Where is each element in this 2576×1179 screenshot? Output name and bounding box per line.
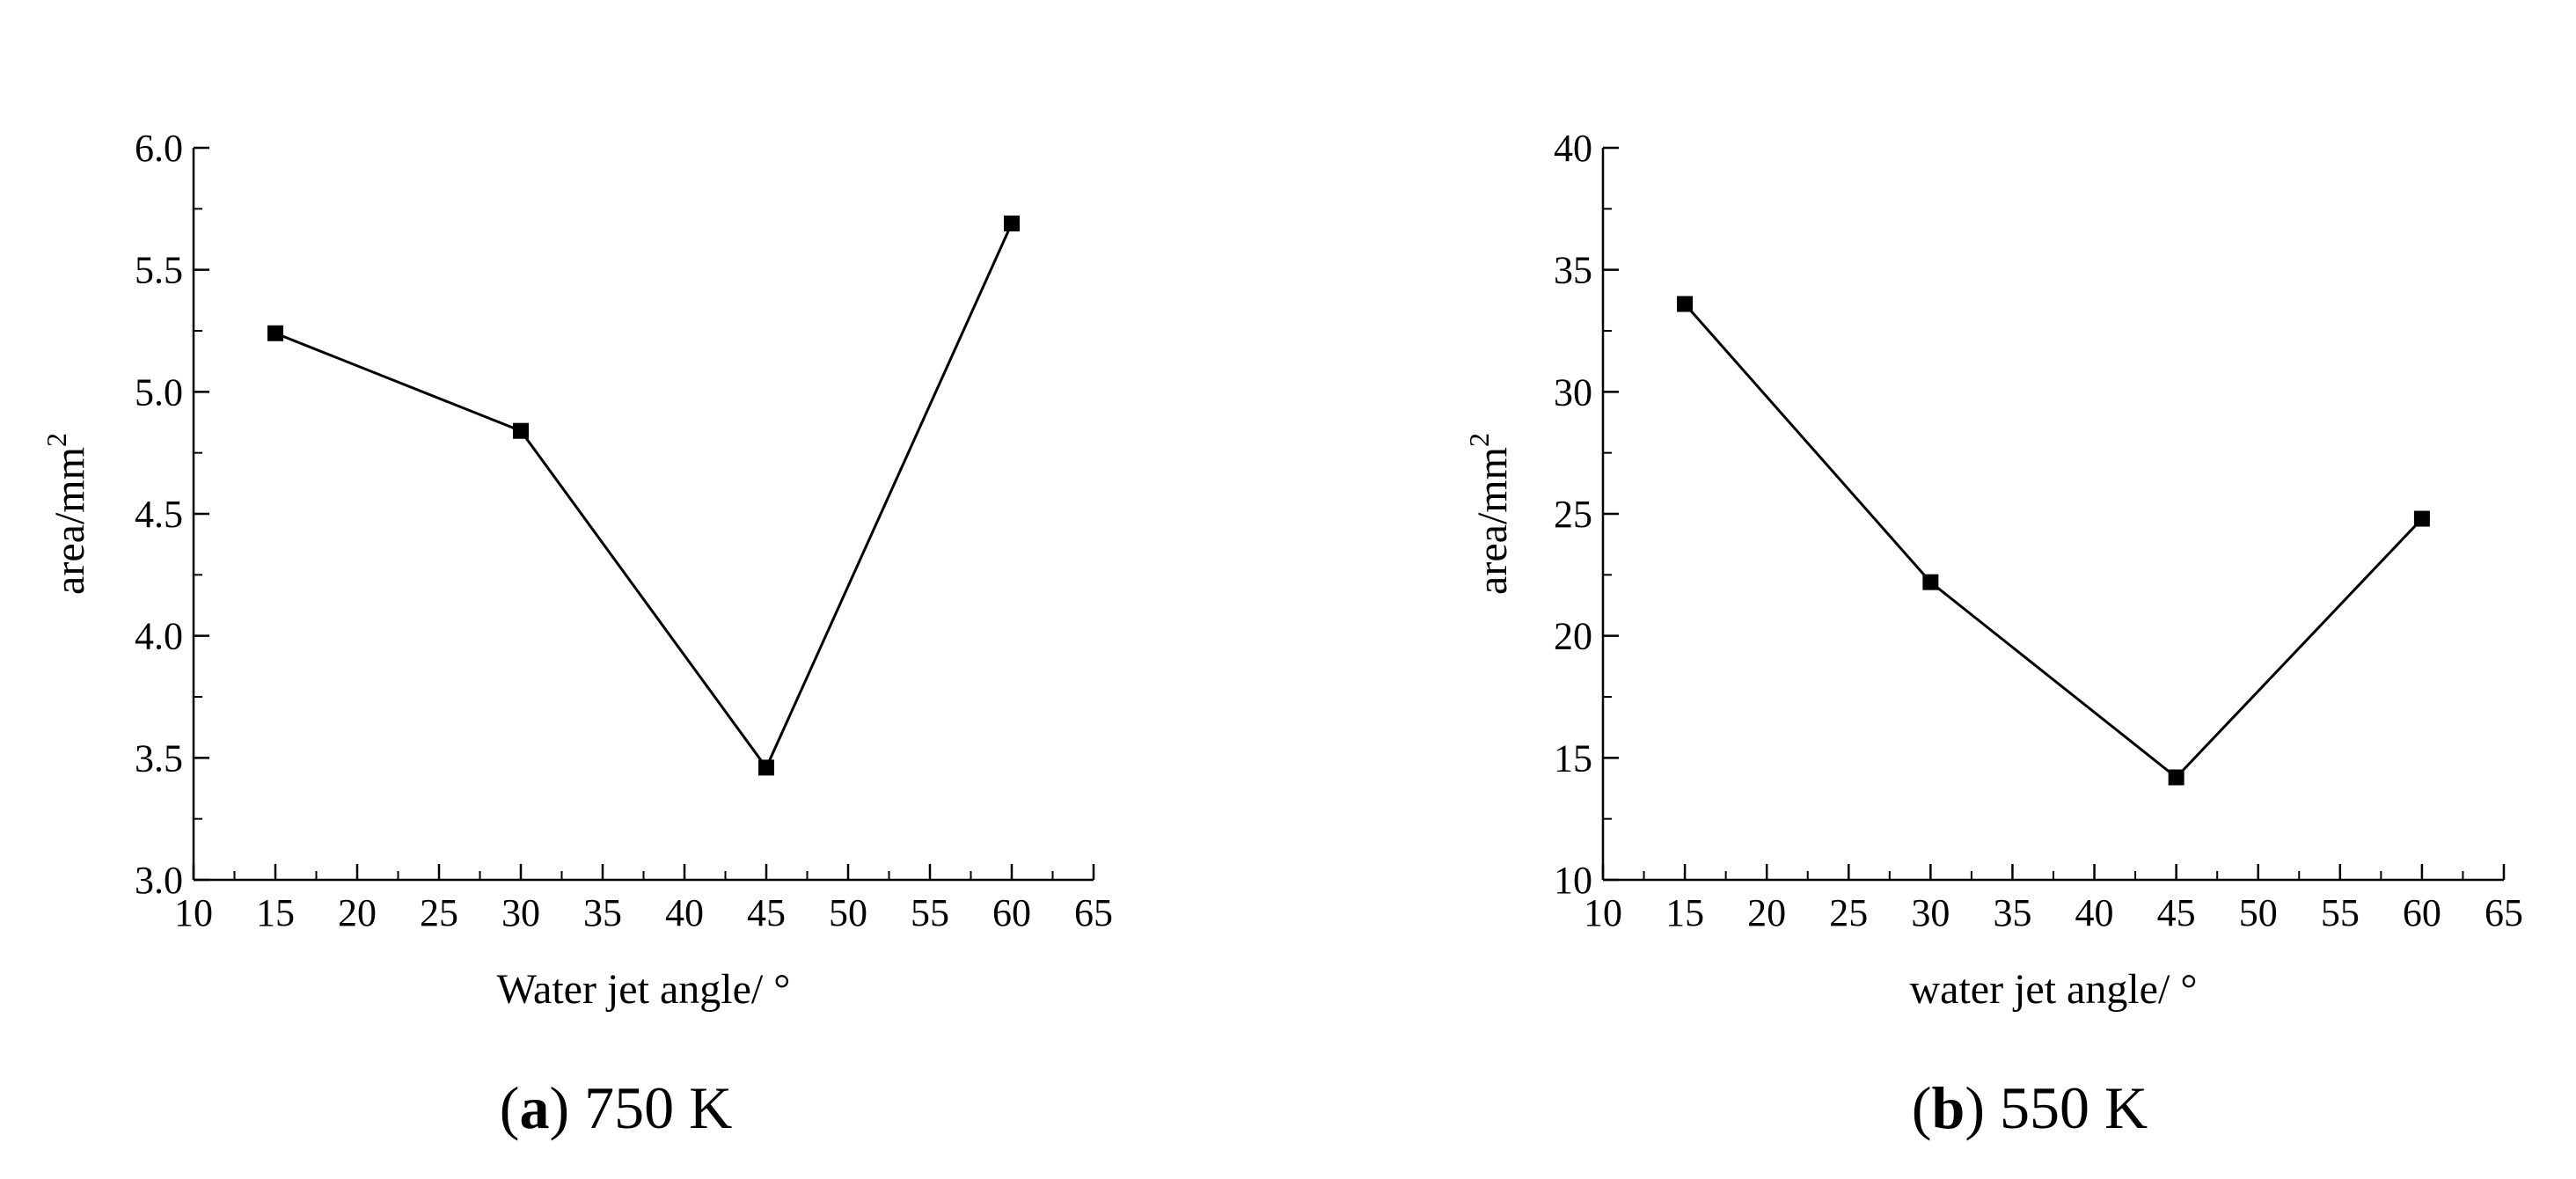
- y-tick-label: 5.0: [135, 370, 183, 414]
- x-tick-label: 40: [2075, 891, 2114, 934]
- x-tick-label: 35: [1993, 891, 2031, 934]
- y-tick-label: 3.0: [135, 859, 183, 902]
- x-axis-label: Water jet angle/ °: [497, 966, 791, 1013]
- x-tick-label: 50: [829, 891, 867, 934]
- y-axis-label: area/mm2: [1463, 433, 1516, 595]
- y-tick-label: 10: [1554, 859, 1592, 902]
- y-tick-label: 40: [1554, 127, 1592, 170]
- series-line: [274, 223, 1014, 771]
- data-point: [1922, 574, 1939, 590]
- panel-a: 10 15 20 25 30 35 40 45 50 55 60 65 3.0 3.5 4.0 4.5 5.0 5…: [40, 127, 1113, 1141]
- y-tick-label: 4.0: [135, 615, 183, 658]
- y-tick-label: 6.0: [135, 127, 183, 170]
- data-point: [2413, 510, 2430, 527]
- x-tick-label: 40: [665, 891, 704, 934]
- x-tick-label: 50: [2239, 891, 2278, 934]
- x-tick-label: 65: [1074, 891, 1113, 934]
- data-point: [2168, 769, 2184, 786]
- data-point: [1677, 296, 1694, 312]
- y-tick-label: 25: [1554, 493, 1592, 536]
- x-tick-label: 60: [992, 891, 1031, 934]
- x-tick-label: 25: [420, 891, 458, 934]
- y-tick-label: 35: [1554, 249, 1592, 292]
- x-tick-label: 15: [256, 891, 295, 934]
- x-tick-label: 20: [1747, 891, 1786, 934]
- x-tick-label: 10: [174, 891, 213, 934]
- data-point: [758, 759, 774, 776]
- x-tick-label: 30: [501, 891, 540, 934]
- x-tick-label: 30: [1911, 891, 1950, 934]
- y-tick-label: 30: [1554, 370, 1592, 414]
- x-tick-label: 10: [1584, 891, 1622, 934]
- y-axis-label: area/mm2: [40, 433, 93, 595]
- y-tick-label: 20: [1554, 615, 1592, 658]
- x-tick-label: 60: [2403, 891, 2441, 934]
- x-tick-label: 15: [1665, 891, 1704, 934]
- panel-caption: (b) 550 K: [1912, 1074, 2148, 1141]
- x-tick-label: 55: [2321, 891, 2360, 934]
- x-axis-label: water jet angle/ °: [1909, 966, 2197, 1013]
- x-tick-label: 20: [338, 891, 377, 934]
- series-line: [1683, 303, 2423, 780]
- x-tick-label: 45: [2157, 891, 2196, 934]
- y-tick-label: 3.5: [135, 736, 183, 780]
- panel-caption: (a) 750 K: [500, 1074, 732, 1141]
- x-tick-label: 45: [747, 891, 786, 934]
- data-point: [267, 325, 283, 341]
- x-tick-label: 35: [583, 891, 622, 934]
- y-tick-label: 15: [1554, 736, 1592, 780]
- data-point: [1004, 215, 1020, 231]
- y-tick-label: 4.5: [135, 493, 183, 536]
- x-tick-label: 65: [2485, 891, 2523, 934]
- y-tick-label: 5.5: [135, 249, 183, 292]
- x-tick-label: 25: [1829, 891, 1868, 934]
- x-tick-label: 55: [911, 891, 949, 934]
- data-point: [513, 422, 529, 439]
- panel-b: 10 15 20 25 30 35 40 45 50 55 60 65 10 15 20 25 30 35 40 wa…: [1463, 127, 2523, 1141]
